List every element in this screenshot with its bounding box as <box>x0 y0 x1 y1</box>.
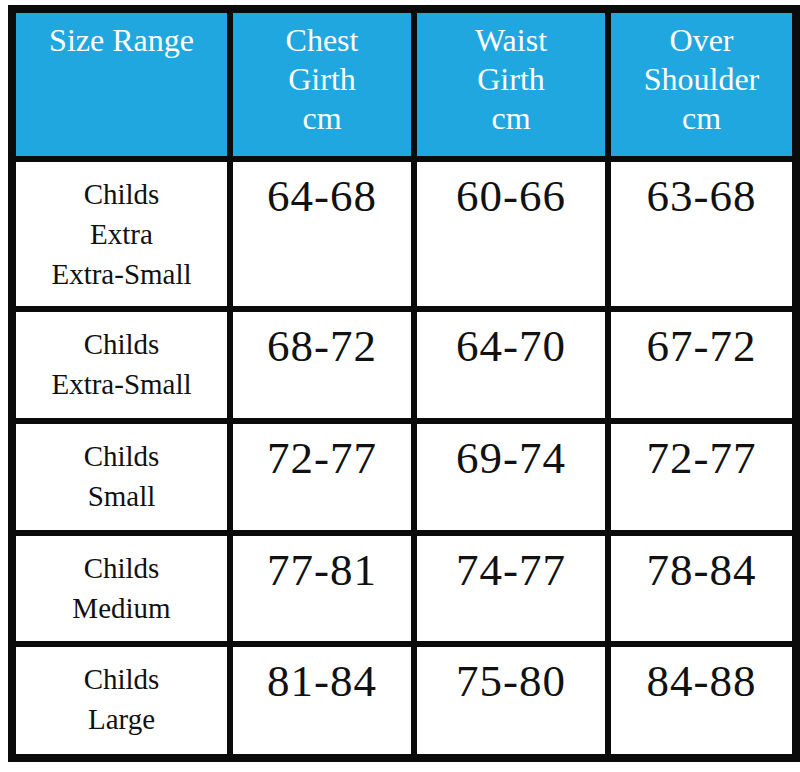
shoulder-value-cell: 63-68 <box>608 159 796 309</box>
table-row: Childs Small 72-77 69-74 72-77 <box>12 421 796 533</box>
shoulder-value-cell: 72-77 <box>608 421 796 533</box>
table-row: Childs Extra-Small 68-72 64-70 67-72 <box>12 309 796 421</box>
size-label-cell: Childs Extra-Small <box>12 309 230 421</box>
waist-value-cell: 69-74 <box>414 421 608 533</box>
chest-value-cell: 68-72 <box>230 309 414 421</box>
shoulder-value-cell: 67-72 <box>608 309 796 421</box>
waist-value-cell: 64-70 <box>414 309 608 421</box>
table-row: Childs Extra Extra-Small 64-68 60-66 63-… <box>12 159 796 309</box>
table-row: Childs Medium 77-81 74-77 78-84 <box>12 533 796 645</box>
header-row: Size Range Chest Girth cm Waist Girth cm… <box>12 9 796 159</box>
header-cell-waist-girth: Waist Girth cm <box>414 9 608 159</box>
shoulder-value-cell: 84-88 <box>608 644 796 758</box>
header-cell-chest-girth: Chest Girth cm <box>230 9 414 159</box>
header-cell-size-range: Size Range <box>12 9 230 159</box>
size-label-cell: Childs Large <box>12 644 230 758</box>
size-label-cell: Childs Medium <box>12 533 230 645</box>
chest-value-cell: 64-68 <box>230 159 414 309</box>
size-label-cell: Childs Small <box>12 421 230 533</box>
size-chart-container: Size Range Chest Girth cm Waist Girth cm… <box>0 0 800 772</box>
size-label-cell: Childs Extra Extra-Small <box>12 159 230 309</box>
waist-value-cell: 75-80 <box>414 644 608 758</box>
header-cell-over-shoulder: Over Shoulder cm <box>608 9 796 159</box>
chest-value-cell: 81-84 <box>230 644 414 758</box>
chest-value-cell: 77-81 <box>230 533 414 645</box>
size-chart-table: Size Range Chest Girth cm Waist Girth cm… <box>8 5 800 762</box>
shoulder-value-cell: 78-84 <box>608 533 796 645</box>
chest-value-cell: 72-77 <box>230 421 414 533</box>
table-row: Childs Large 81-84 75-80 84-88 <box>12 644 796 758</box>
waist-value-cell: 74-77 <box>414 533 608 645</box>
waist-value-cell: 60-66 <box>414 159 608 309</box>
